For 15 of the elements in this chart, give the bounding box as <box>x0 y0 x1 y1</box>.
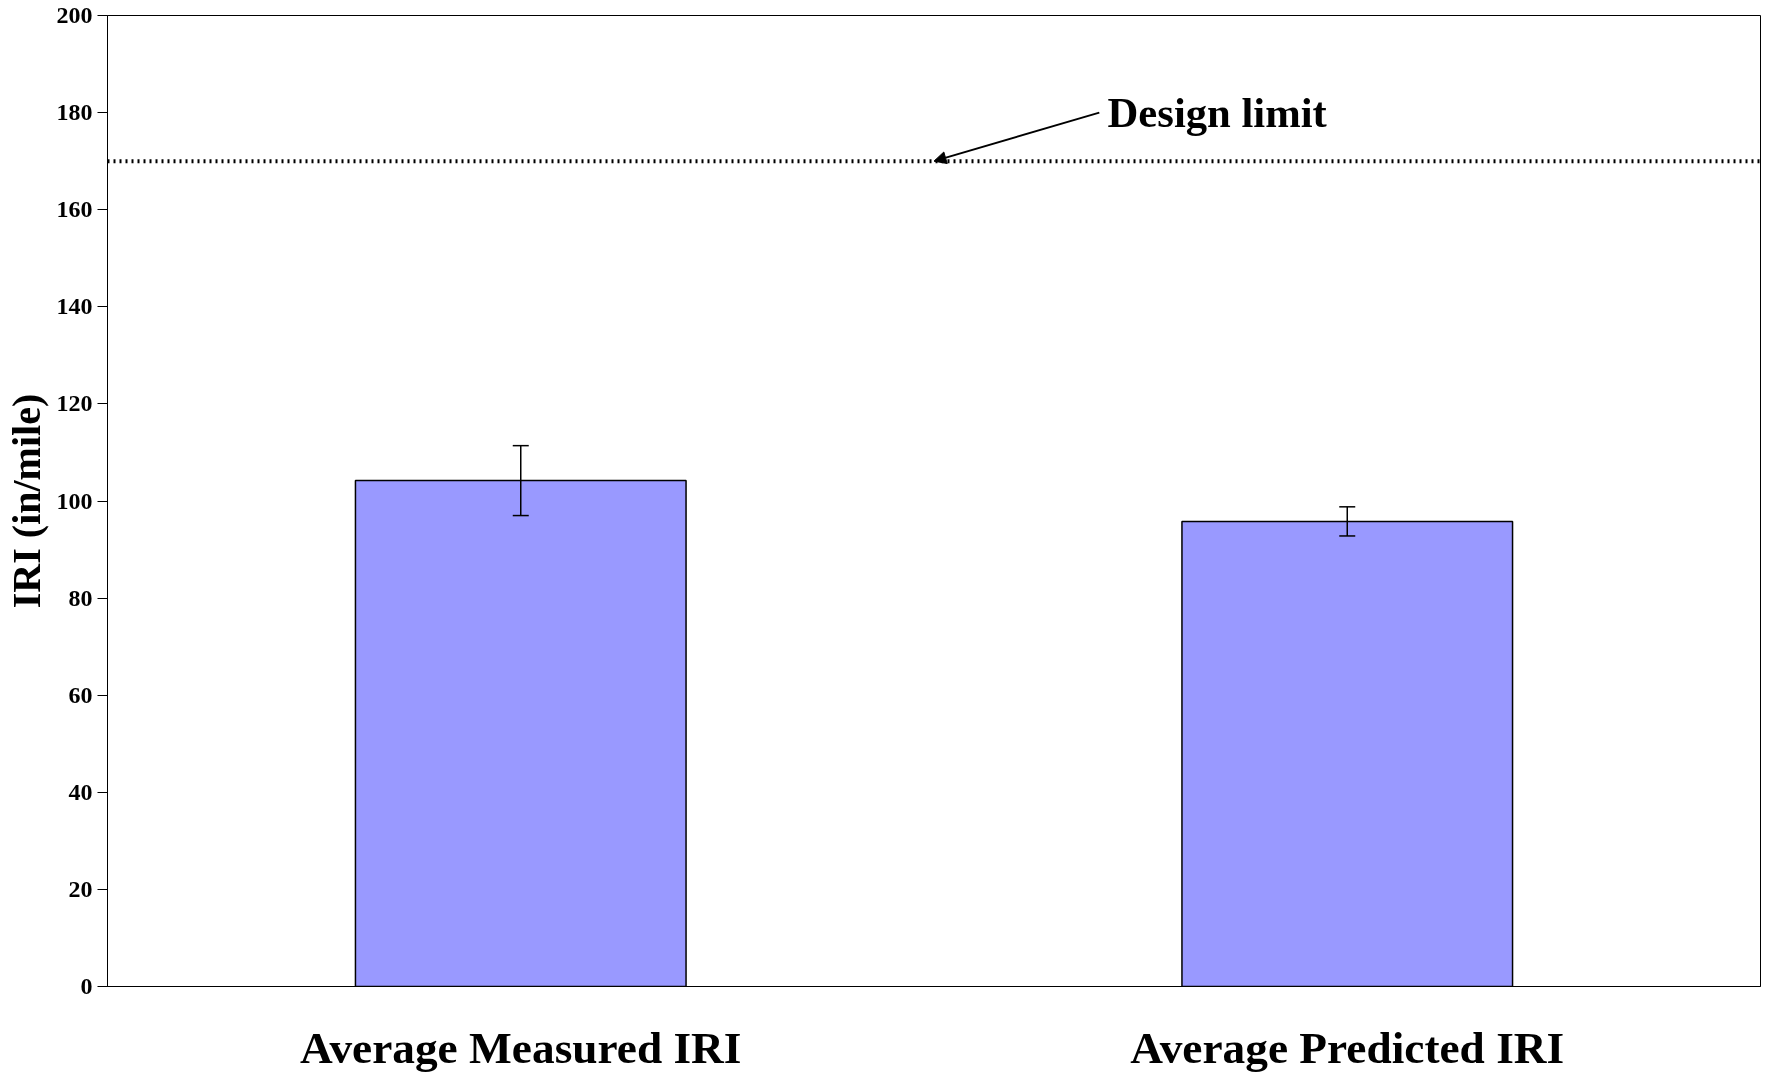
y-tick-label: 80 <box>68 584 93 611</box>
y-tick-label: 40 <box>68 778 93 805</box>
y-axis-title: IRI (in/mile) <box>3 393 49 609</box>
y-tick-label: 140 <box>56 293 93 320</box>
y-tick-label: 60 <box>68 681 93 708</box>
annotation: Design limit <box>1107 89 1328 137</box>
x-tick-label: Average Predicted IRI <box>1130 1022 1565 1073</box>
y-tick-label: 0 <box>80 973 93 999</box>
y-tick-label: 20 <box>68 875 93 902</box>
x-tick-label: Average Measured IRI <box>300 1022 742 1073</box>
y-tick-label: 200 <box>56 2 93 28</box>
y-tick-label: 160 <box>56 196 93 223</box>
y-tick-label: 120 <box>56 390 93 417</box>
y-tick-label: 100 <box>56 487 93 514</box>
y-tick-label: 180 <box>56 99 93 126</box>
